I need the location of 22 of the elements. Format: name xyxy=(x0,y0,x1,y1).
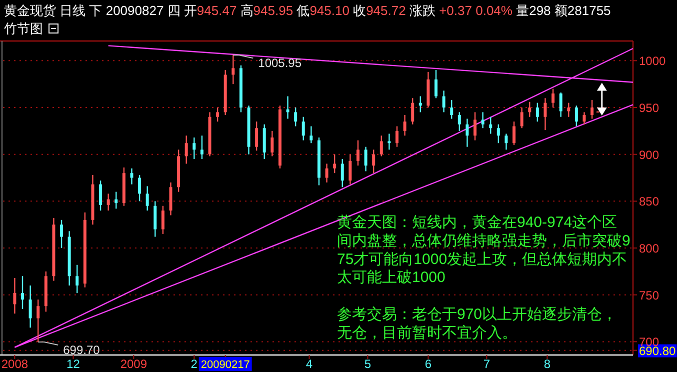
annotation: 黄金天图：短线内，黄金在940-974这个区间内盘整，总体仍维持略强走势，后市突破975才可能向1000发起上攻，但总体短期内不太可能上破1000 xyxy=(337,214,630,286)
x-tick-label: 2008 xyxy=(1,357,28,371)
x-tick-label: 20090217 xyxy=(200,359,250,371)
x-tick-label: 5 xyxy=(364,357,372,371)
y-tick-label: 800 xyxy=(639,242,660,256)
y-tick-label: 850 xyxy=(639,194,660,209)
x-tick-label: 2009 xyxy=(120,357,148,371)
annotation: 1005.95 xyxy=(258,56,302,70)
x-tick-label: 4 xyxy=(306,357,313,371)
x-tick-label: 12 xyxy=(66,357,80,371)
x-tick-label: 8 xyxy=(544,357,551,371)
x-tick-label: 7 xyxy=(483,357,490,371)
x-tick-label: 6 xyxy=(424,357,432,371)
y-tick-label: 900 xyxy=(639,148,660,162)
annotation: 699.70 xyxy=(63,342,100,357)
chart-title: 黄金现货 日线 下 20090827 四 开945.47 高945.95 低945.10 收945.72 涨跌 +0.37 0.04% 量298 额281755 xyxy=(4,3,611,18)
y-tick-label: 950 xyxy=(639,101,660,116)
annotation: 参考交易：老仓于970以上开始逐步清仓，无仓，目前暂时不宜介入。 xyxy=(337,306,618,342)
x-tick-label: 2 xyxy=(190,357,198,371)
y-tick-label: 1000 xyxy=(639,54,666,68)
chart-subtitle: 竹节图 xyxy=(4,21,43,36)
y-tick-label: 750 xyxy=(639,288,660,302)
